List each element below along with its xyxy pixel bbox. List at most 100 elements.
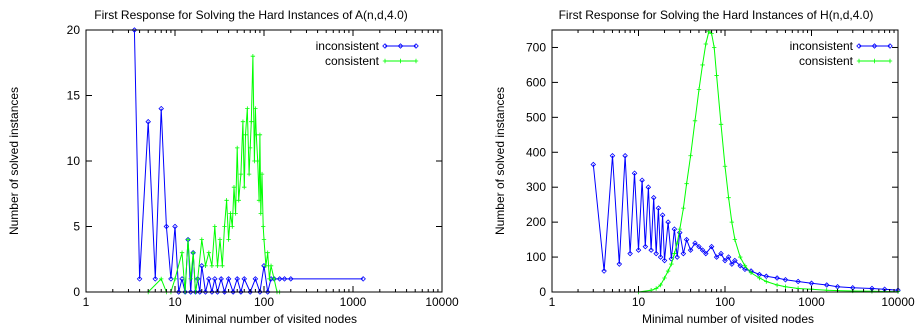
data-point-inconsistent <box>648 247 654 253</box>
data-point-consistent <box>179 250 185 255</box>
data-point-inconsistent <box>221 289 228 295</box>
series-line-inconsistent <box>592 155 899 291</box>
data-point-consistent <box>729 219 735 225</box>
data-point-inconsistent <box>163 223 170 230</box>
data-point-consistent <box>185 237 191 242</box>
data-point-inconsistent <box>650 194 657 201</box>
legend-marker-consistent <box>398 58 403 64</box>
data-point-inconsistent <box>257 289 263 295</box>
data-point-inconsistent <box>145 118 151 125</box>
data-point-consistent <box>243 132 248 137</box>
data-point-consistent <box>233 211 238 216</box>
data-point-inconsistent <box>197 289 203 295</box>
data-point-consistent <box>696 87 702 92</box>
data-point-consistent <box>718 122 724 127</box>
data-point-inconsistent <box>209 289 215 295</box>
data-point-inconsistent <box>692 240 698 246</box>
data-point-inconsistent <box>360 276 366 282</box>
y-tick-label: 600 <box>526 75 546 89</box>
data-point-inconsistent <box>639 177 645 183</box>
data-point-inconsistent <box>699 247 706 253</box>
data-point-inconsistent <box>657 254 664 260</box>
data-point-consistent <box>190 250 196 255</box>
y-tick-label: 0 <box>539 285 546 299</box>
legend-label-consistent: consistent <box>325 54 380 68</box>
y-tick-label: 100 <box>526 250 546 264</box>
y-tick-label: 5 <box>73 220 80 234</box>
data-point-consistent <box>230 224 235 229</box>
data-point-inconsistent <box>131 27 138 33</box>
data-point-consistent <box>258 211 263 216</box>
legend: inconsistent consistent <box>316 39 419 68</box>
data-point-consistent <box>711 45 717 50</box>
data-point-inconsistent <box>737 263 743 269</box>
x-tick-label: 1000 <box>798 295 825 309</box>
data-point-consistent <box>742 263 748 268</box>
data-point-inconsistent <box>158 105 164 112</box>
data-point-inconsistent <box>202 289 209 295</box>
data-point-inconsistent <box>718 250 724 257</box>
data-point-consistent <box>240 119 246 124</box>
data-point-consistent <box>203 263 208 268</box>
data-point-consistent <box>688 153 693 158</box>
data-point-consistent <box>224 198 229 203</box>
legend-marker-consistent <box>382 58 388 64</box>
data-point-consistent <box>764 279 769 284</box>
legend-marker-consistent <box>856 58 862 64</box>
data-point-consistent <box>188 276 193 282</box>
legend-label-inconsistent: inconsistent <box>790 39 854 53</box>
x-axis-label: Minimal number of visited nodes <box>642 312 814 326</box>
data-point-inconsistent <box>622 152 628 159</box>
data-point-consistent <box>658 282 663 288</box>
data-point-inconsistent <box>661 257 668 264</box>
data-point-consistent <box>226 237 231 242</box>
data-point-inconsistent <box>683 236 690 243</box>
data-point-inconsistent <box>288 276 294 282</box>
data-point-consistent <box>172 276 178 282</box>
data-point-inconsistent <box>238 289 244 295</box>
data-point-inconsistent <box>713 254 720 260</box>
data-point-inconsistent <box>680 250 687 257</box>
data-point-consistent <box>265 250 270 255</box>
y-axis-label: Number of solved instances <box>7 87 21 235</box>
data-point-inconsistent <box>252 276 259 282</box>
data-point-inconsistent <box>152 276 159 282</box>
data-point-consistent <box>217 237 223 242</box>
data-point-consistent <box>235 145 240 151</box>
data-point-consistent <box>665 268 671 274</box>
data-point-consistent <box>669 261 674 267</box>
data-point-inconsistent <box>276 276 283 282</box>
data-point-inconsistent <box>763 273 770 280</box>
data-point-inconsistent <box>172 223 178 230</box>
data-point-consistent <box>259 171 265 177</box>
data-point-inconsistent <box>631 170 638 176</box>
data-point-inconsistent <box>696 243 702 250</box>
data-point-consistent <box>195 276 200 282</box>
data-point-consistent <box>261 224 266 229</box>
data-point-consistent <box>199 237 204 242</box>
data-point-inconsistent <box>774 275 780 281</box>
data-point-consistent <box>249 119 254 124</box>
x-axis-label: Minimal number of visited nodes <box>185 312 357 326</box>
data-point-inconsistent <box>732 257 738 264</box>
data-point-consistent <box>677 226 682 232</box>
data-point-inconsistent <box>659 212 666 218</box>
data-point-consistent <box>231 185 237 190</box>
data-point-inconsistent <box>234 276 240 282</box>
x-tick-label: 1 <box>83 295 90 309</box>
data-point-consistent <box>703 41 709 47</box>
data-point-consistent <box>732 237 738 242</box>
data-point-consistent <box>271 276 277 282</box>
data-point-inconsistent <box>206 276 212 282</box>
data-point-inconsistent <box>677 229 683 236</box>
data-point-consistent <box>681 205 686 211</box>
data-point-consistent <box>250 54 256 59</box>
data-point-inconsistent <box>241 276 248 282</box>
data-point-inconsistent <box>218 276 224 282</box>
data-point-inconsistent <box>782 277 789 283</box>
data-point-consistent <box>726 195 731 200</box>
data-point-inconsistent <box>199 263 205 269</box>
data-point-consistent <box>700 62 705 68</box>
data-point-inconsistent <box>671 226 678 232</box>
